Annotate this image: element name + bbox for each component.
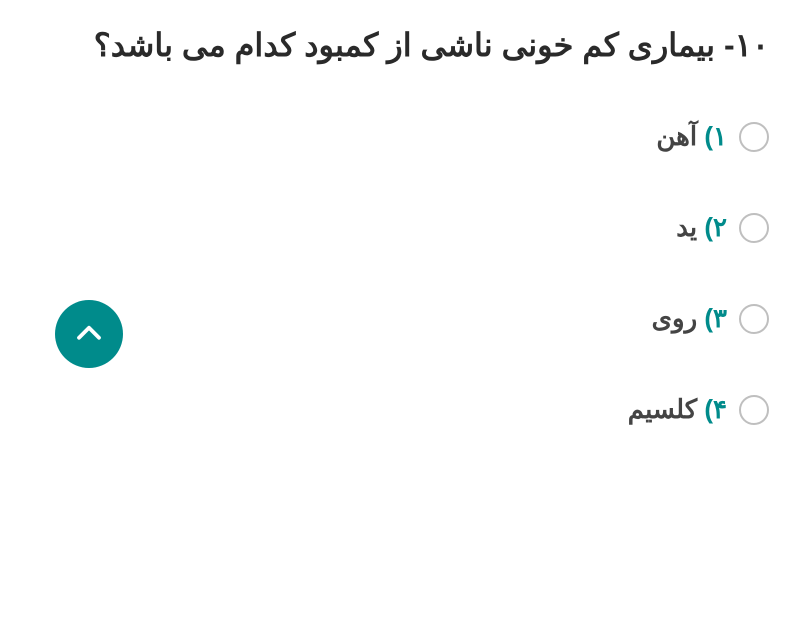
question-text: ۱۰- بیماری کم خونی ناشی از کمبود کدام می…	[30, 20, 769, 71]
radio-icon[interactable]	[739, 122, 769, 152]
option-number: ۳)	[704, 303, 727, 333]
option-number: ۲)	[704, 212, 727, 242]
option-label: ۴) کلسیم	[628, 394, 727, 425]
question-number: ۱۰-	[715, 27, 769, 63]
option-2[interactable]: ۲) ید	[30, 212, 769, 243]
options-list: ۱) آهن ۲) ید ۳) روی ۴) کلسیم	[30, 121, 769, 425]
option-label: ۳) روی	[652, 303, 727, 334]
option-3[interactable]: ۳) روی	[30, 303, 769, 334]
question-body: بیماری کم خونی ناشی از کمبود کدام می باش…	[94, 27, 715, 63]
radio-icon[interactable]	[739, 304, 769, 334]
option-text-value: روی	[652, 303, 697, 333]
radio-icon[interactable]	[739, 213, 769, 243]
option-1[interactable]: ۱) آهن	[30, 121, 769, 152]
option-4[interactable]: ۴) کلسیم	[30, 394, 769, 425]
option-number: ۴)	[704, 394, 727, 424]
option-label: ۲) ید	[676, 212, 727, 243]
chevron-up-icon	[74, 319, 104, 349]
option-text-value: ید	[676, 212, 697, 242]
option-label: ۱) آهن	[656, 121, 727, 152]
scroll-top-button[interactable]	[55, 300, 123, 368]
option-number: ۱)	[704, 121, 727, 151]
option-text-value: کلسیم	[628, 394, 697, 424]
option-text-value: آهن	[656, 121, 697, 151]
radio-icon[interactable]	[739, 395, 769, 425]
